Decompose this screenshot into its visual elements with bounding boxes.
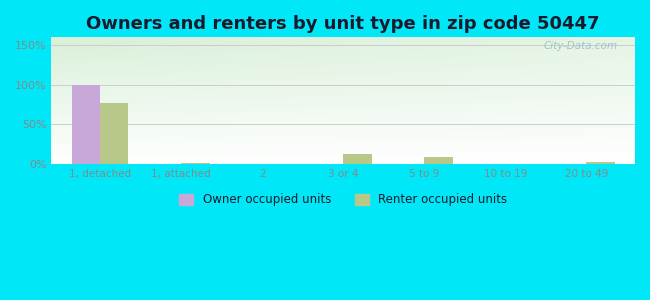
Bar [181, 163, 209, 164]
Bar [100, 103, 129, 164]
Legend: Owner occupied units, Renter occupied units: Owner occupied units, Renter occupied un… [174, 189, 512, 211]
Bar [424, 157, 452, 164]
Title: Owners and renters by unit type in zip code 50447: Owners and renters by unit type in zip c… [86, 15, 600, 33]
Bar [586, 162, 615, 164]
Text: City-Data.com: City-Data.com [543, 41, 618, 51]
Bar [343, 154, 372, 164]
Bar [72, 85, 100, 164]
